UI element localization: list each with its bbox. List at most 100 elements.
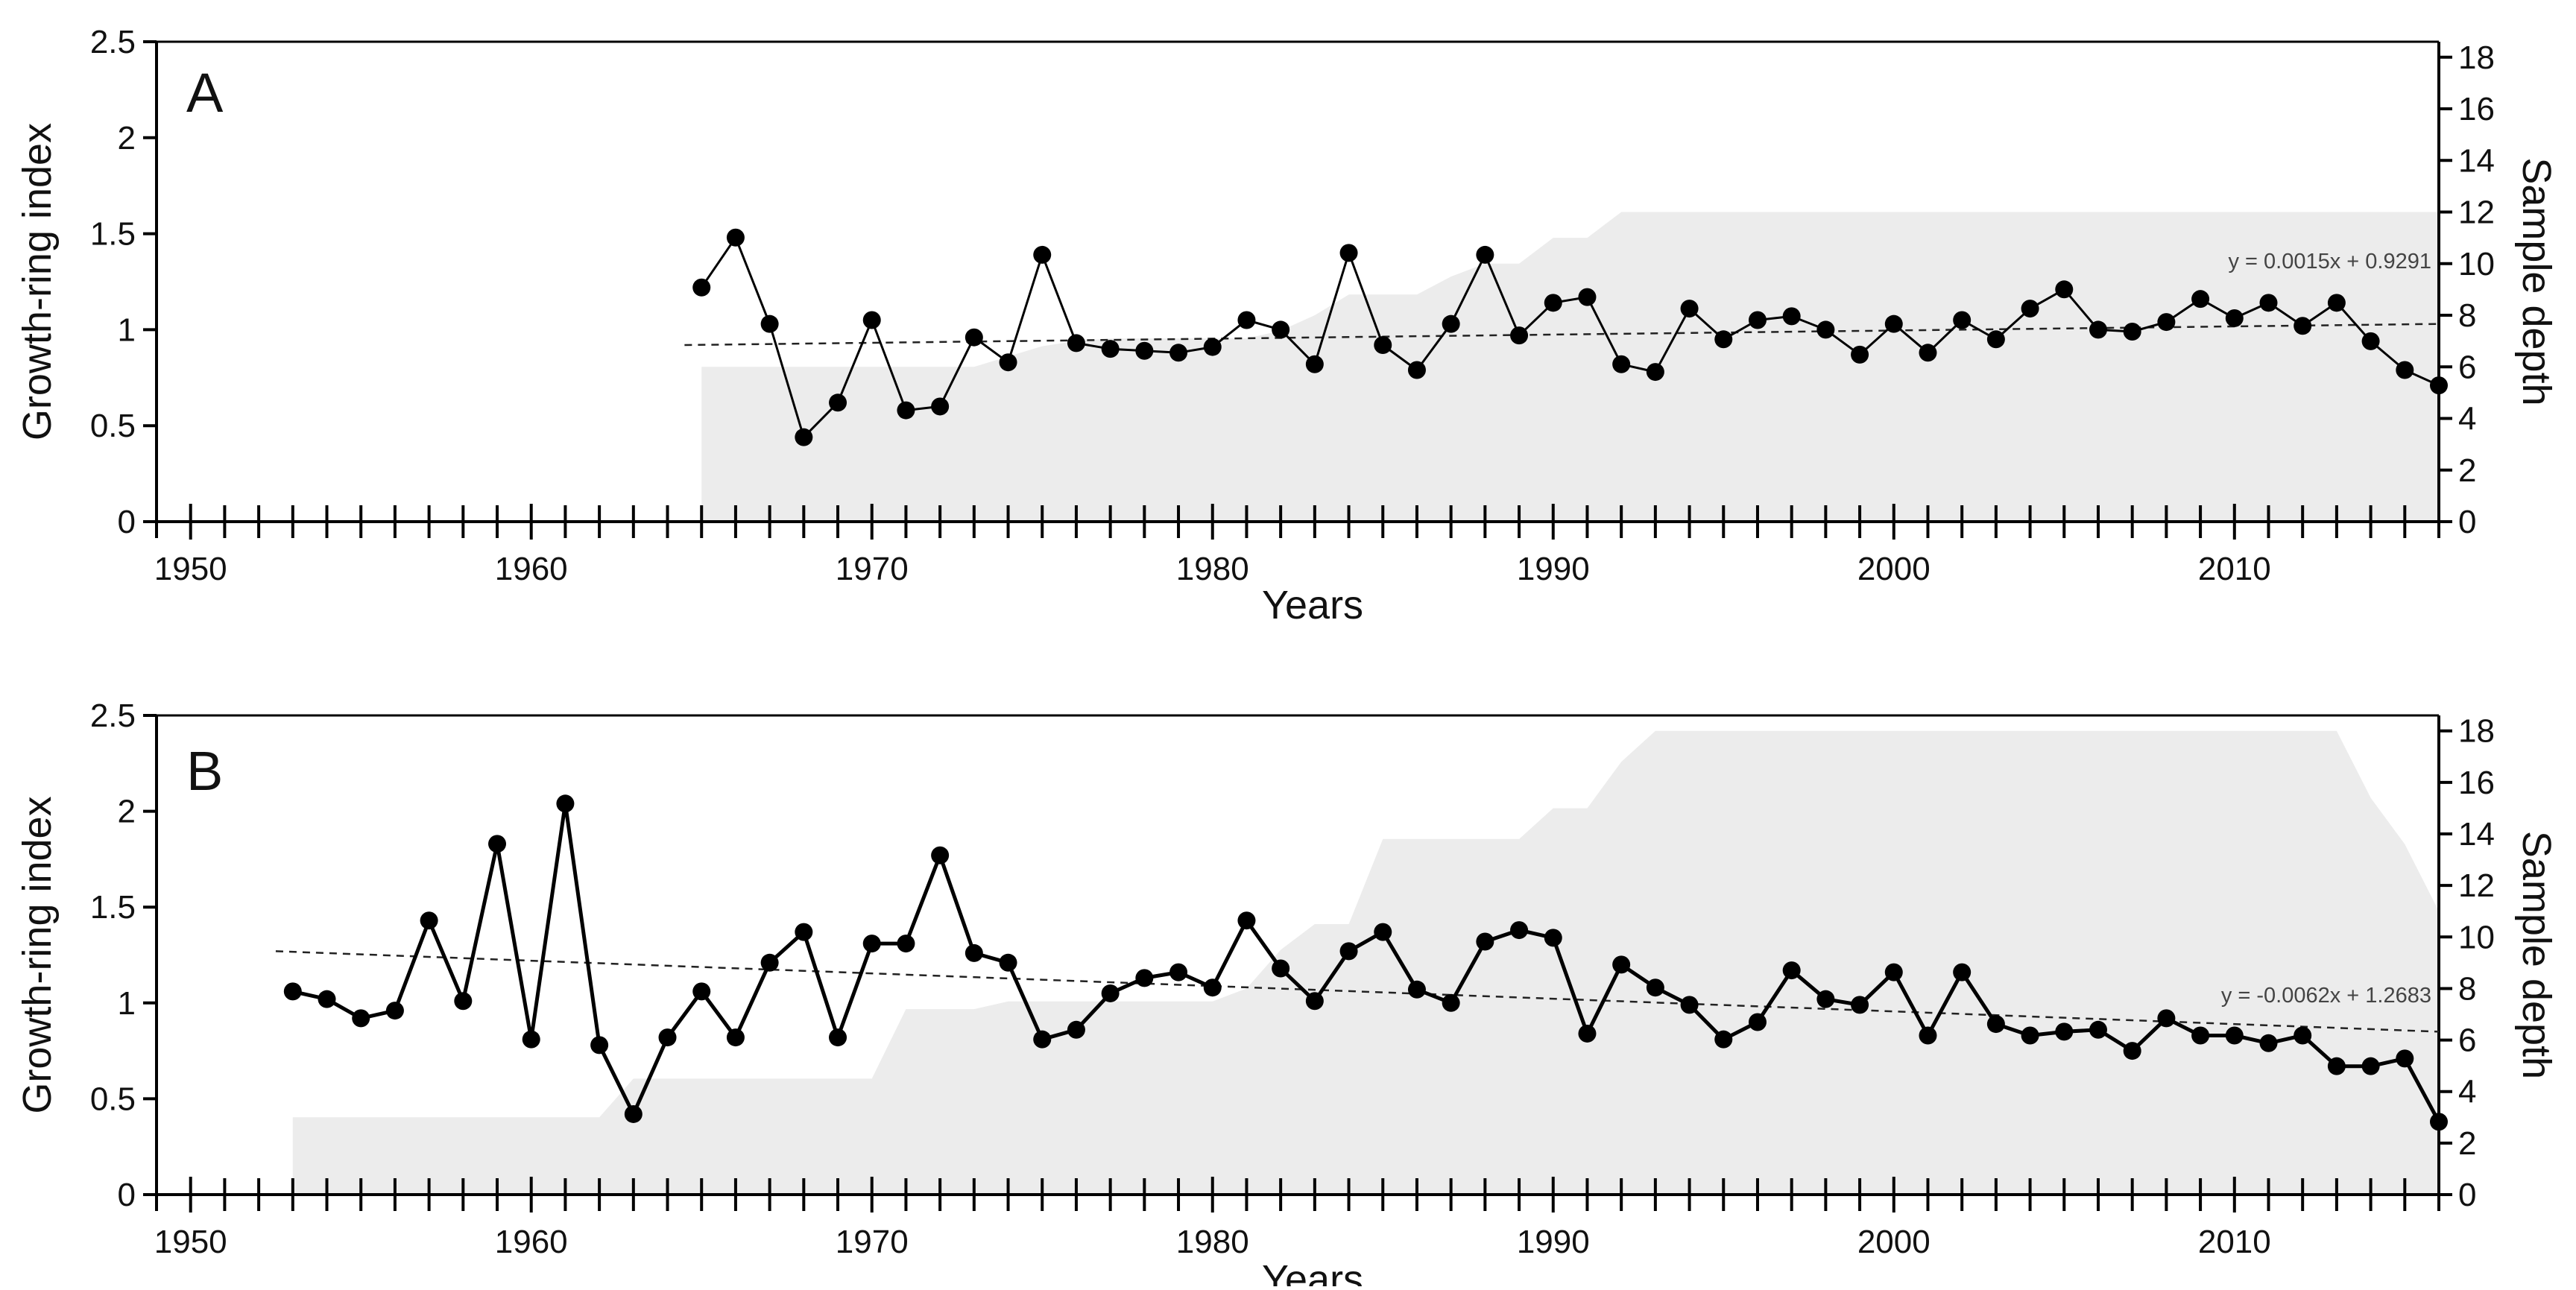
- y2-tick-label: 16: [2458, 765, 2495, 801]
- data-point: [1782, 307, 1801, 326]
- data-point: [1816, 320, 1835, 339]
- trend-line: [684, 323, 2440, 347]
- y-tick-label: 1: [118, 312, 136, 348]
- y2-tick-label: 6: [2458, 349, 2476, 385]
- y2-axis-title: Sample depth: [2514, 157, 2559, 405]
- data-point: [999, 353, 1017, 372]
- data-point: [590, 1036, 609, 1055]
- y2-tick-label: 10: [2458, 919, 2495, 955]
- data-point: [829, 1028, 847, 1047]
- data-point: [2225, 309, 2244, 327]
- data-point: [1067, 334, 1085, 352]
- y2-tick-label: 4: [2458, 1074, 2476, 1110]
- data-point: [1407, 980, 1426, 999]
- y-tick-label: 2.5: [90, 24, 136, 60]
- data-point: [1305, 355, 1324, 373]
- y2-tick-label: 10: [2458, 246, 2495, 282]
- data-point: [1884, 963, 1903, 981]
- y2-tick-label: 4: [2458, 401, 2476, 437]
- y-tick-label: 1: [118, 985, 136, 1022]
- data-point: [1033, 1030, 1052, 1049]
- data-point: [760, 953, 779, 972]
- y2-tick-label: 6: [2458, 1022, 2476, 1059]
- data-point: [829, 393, 847, 412]
- data-point: [1169, 963, 1188, 981]
- data-point: [2361, 332, 2380, 350]
- data-point: [1203, 338, 1222, 356]
- x-tick-label: 2000: [1857, 1224, 1931, 1260]
- data-point: [1169, 344, 1188, 362]
- data-point: [2327, 1057, 2346, 1075]
- data-point: [897, 401, 915, 420]
- panel-letter: B: [186, 740, 223, 802]
- data-point: [2225, 1026, 2244, 1045]
- x-tick-label: 1980: [1176, 551, 1249, 587]
- data-point: [862, 311, 881, 329]
- data-point: [318, 990, 336, 1008]
- data-point: [1578, 1024, 1597, 1043]
- y2-tick-label: 18: [2458, 713, 2495, 750]
- data-point: [1851, 345, 1869, 364]
- y2-tick-label: 8: [2458, 970, 2476, 1007]
- y2-tick-label: 12: [2458, 195, 2495, 231]
- data-point: [1953, 963, 1972, 981]
- data-point: [420, 911, 438, 930]
- y-tick-label: 0: [118, 1177, 136, 1213]
- data-point: [1101, 340, 1120, 358]
- data-point: [1510, 921, 1529, 940]
- series-line: [292, 801, 2441, 1123]
- data-point: [1578, 288, 1597, 306]
- x-tick-label: 1980: [1176, 1224, 1249, 1260]
- data-point: [965, 943, 983, 962]
- data-point: [1272, 959, 1290, 978]
- x-axis-title: Years: [1262, 583, 1363, 627]
- data-point: [385, 1002, 404, 1020]
- data-point: [1101, 984, 1120, 1002]
- data-point: [2294, 317, 2312, 335]
- data-point: [1544, 929, 1562, 947]
- data-point: [1646, 363, 1664, 382]
- data-point: [931, 397, 950, 416]
- data-point: [1374, 923, 1392, 941]
- data-point: [1714, 330, 1733, 349]
- data-point: [624, 1104, 643, 1123]
- data-point: [1135, 969, 1154, 987]
- y2-tick-label: 2: [2458, 1125, 2476, 1162]
- data-point: [1033, 245, 1052, 264]
- data-point: [1714, 1030, 1733, 1049]
- data-point: [2294, 1026, 2312, 1045]
- x-tick-label: 1990: [1517, 551, 1590, 587]
- y-tick-label: 0.5: [90, 408, 136, 444]
- data-point: [352, 1009, 370, 1028]
- data-point: [1476, 245, 1494, 264]
- y2-tick-label: 0: [2458, 504, 2476, 540]
- data-point: [692, 982, 711, 1001]
- data-point: [2021, 1026, 2039, 1045]
- data-point: [1476, 932, 1494, 951]
- data-point: [2157, 313, 2176, 332]
- data-point: [1646, 978, 1664, 997]
- data-point: [795, 923, 813, 941]
- x-tick-label: 2010: [2198, 1224, 2271, 1260]
- panel-a: 1950 1960 1970 1980 1990 2000 201000.511.522.5…: [15, 24, 2559, 627]
- data-point: [1067, 1020, 1085, 1039]
- data-point: [2259, 294, 2278, 312]
- data-point: [2123, 322, 2141, 341]
- data-point: [2327, 294, 2346, 312]
- y-tick-label: 2: [118, 794, 136, 830]
- data-point: [1748, 1013, 1767, 1031]
- data-point: [1919, 344, 1937, 362]
- data-point: [2430, 1113, 2448, 1131]
- x-tick-label: 1970: [836, 1224, 909, 1260]
- y-axis-title: Growth-ring index: [15, 796, 60, 1113]
- data-point: [999, 953, 1017, 972]
- data-point: [1272, 320, 1290, 339]
- x-tick-label: 1990: [1517, 1224, 1590, 1260]
- data-point: [726, 228, 745, 247]
- panel-b: 1950 1960 1970 1980 1990 2000 201000.511.522.5…: [15, 698, 2559, 1290]
- x-tick-label: 2010: [2198, 551, 2271, 587]
- data-point: [2259, 1034, 2278, 1052]
- data-point: [1510, 326, 1529, 345]
